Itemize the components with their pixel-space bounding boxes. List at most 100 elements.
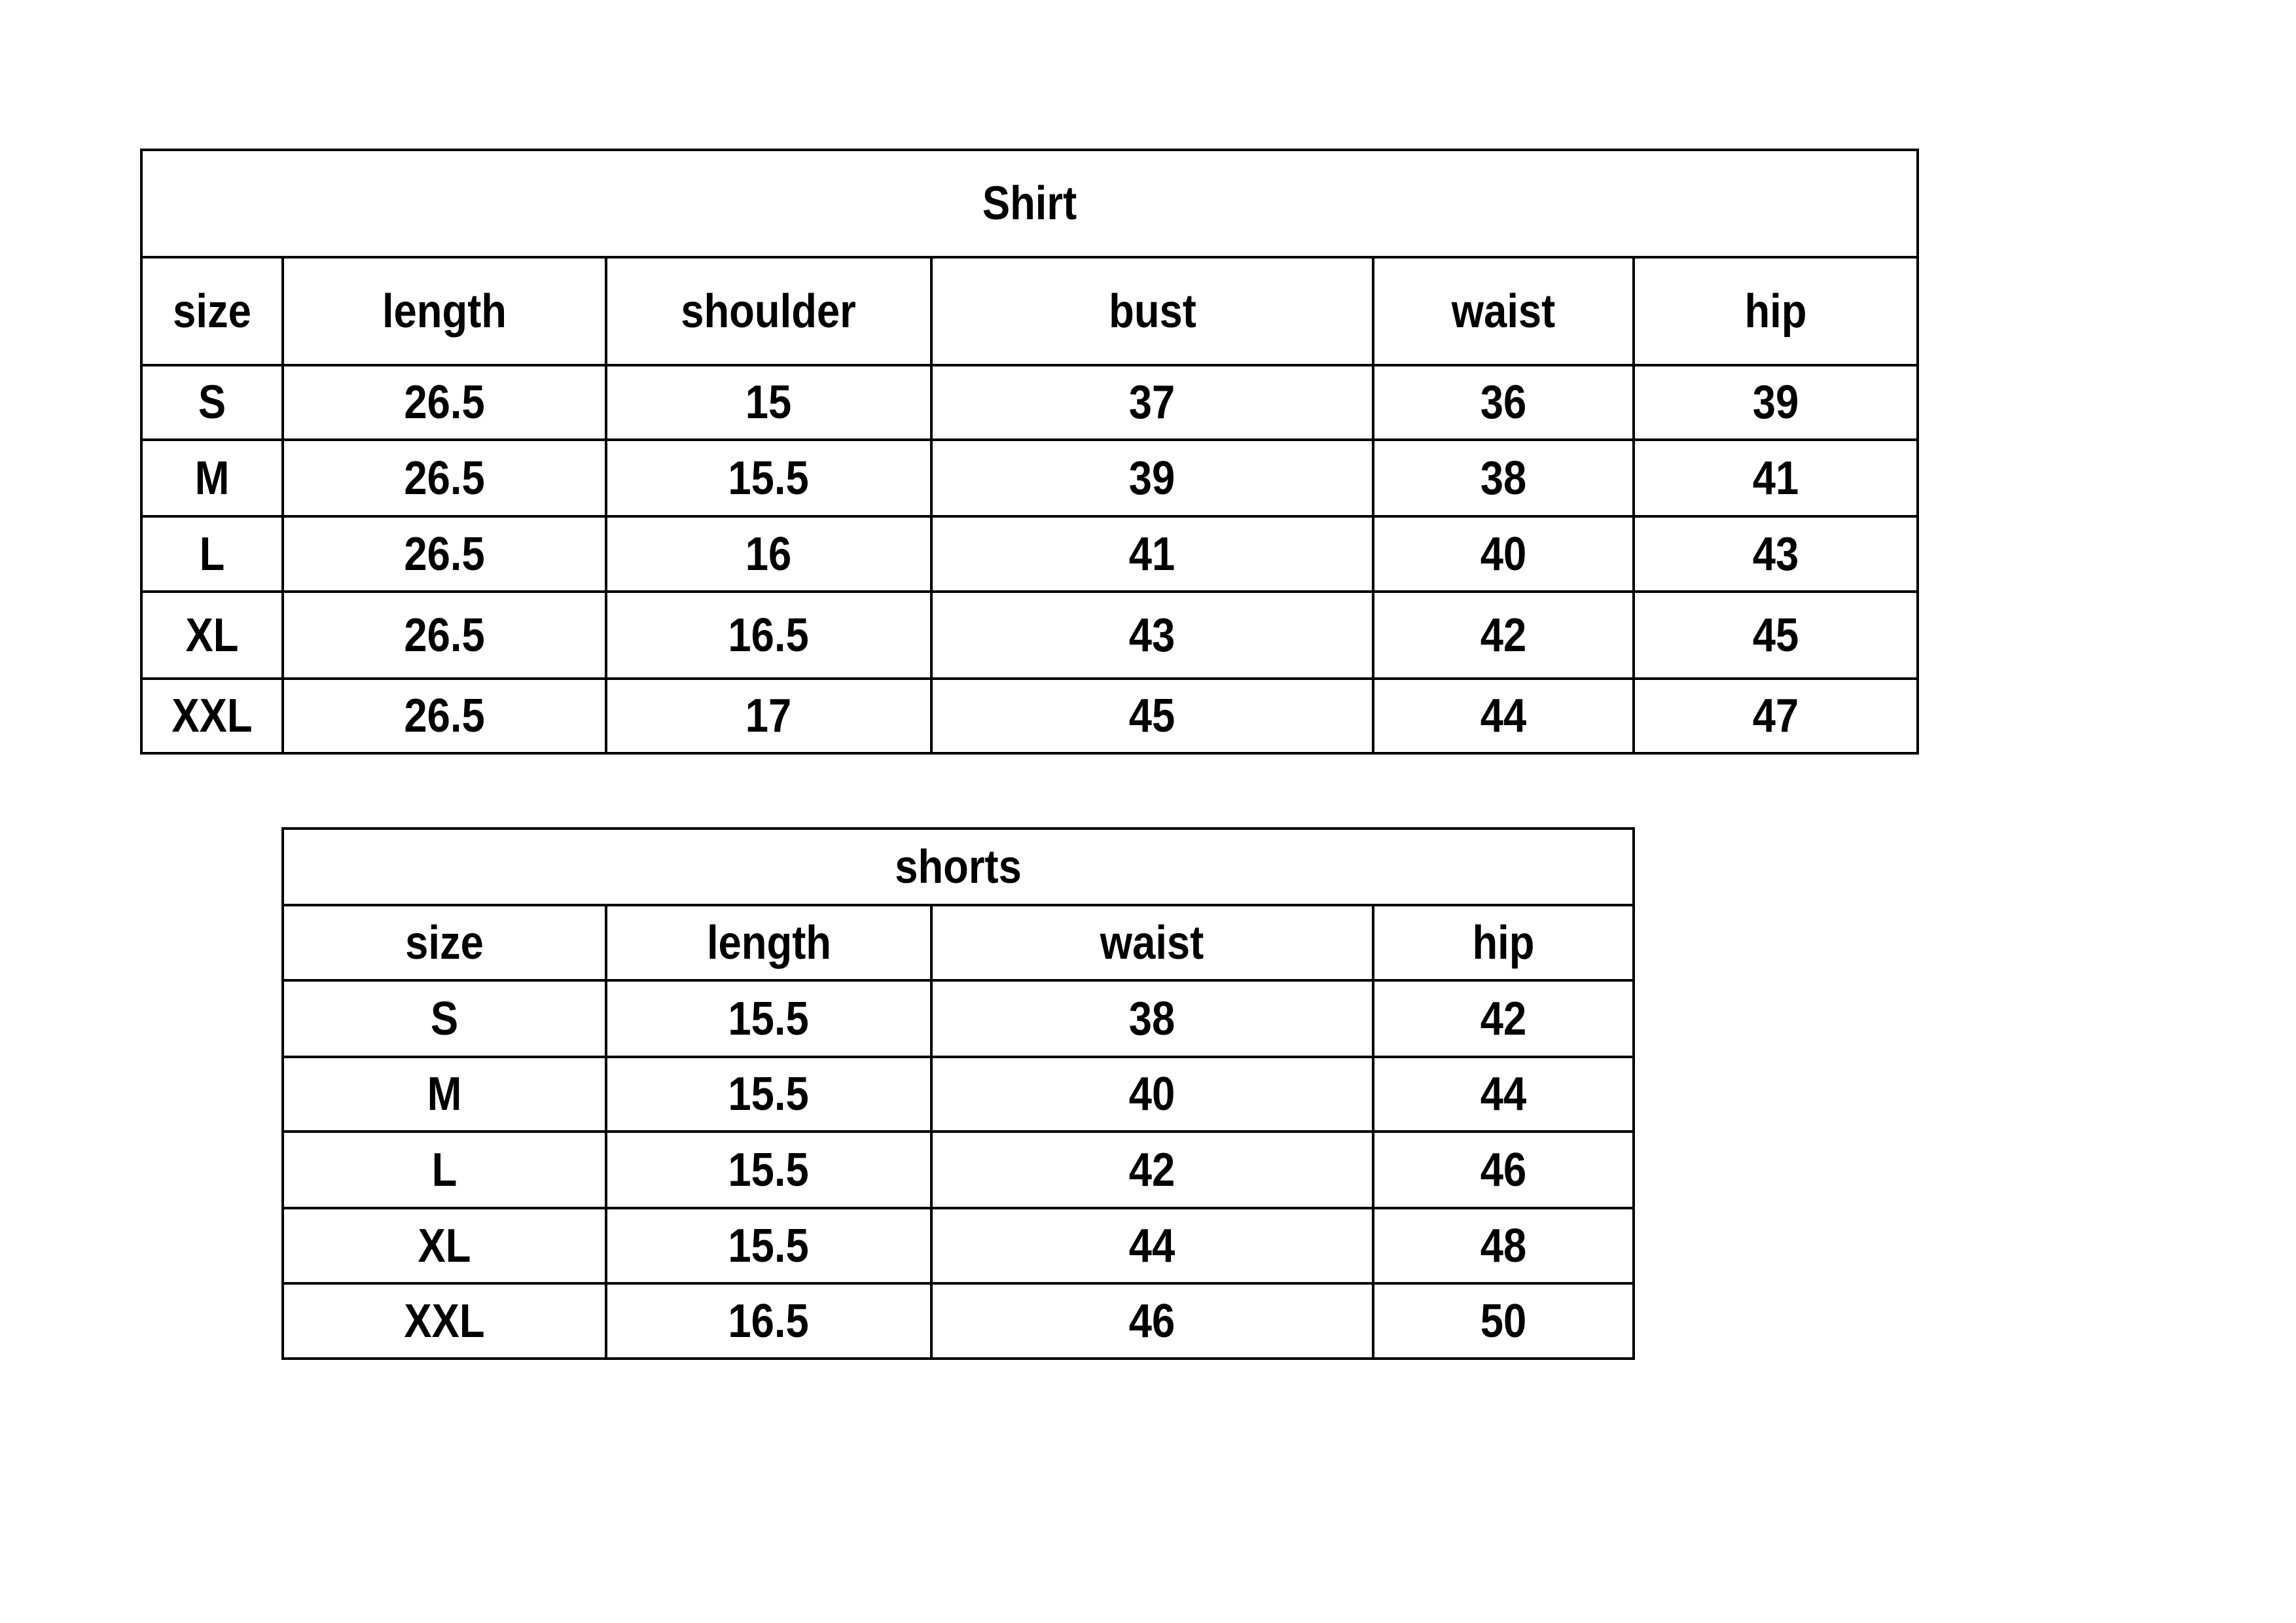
table-cell: 26.5	[281, 677, 607, 755]
table-cell: S	[140, 364, 284, 441]
table-cell: 15.5	[605, 1130, 933, 1209]
table-cell: 42	[1371, 979, 1636, 1058]
table-cell: 41	[1632, 438, 1920, 518]
table-cell-text: 15.5	[728, 992, 810, 1045]
table-cell-text: 17	[745, 690, 792, 742]
table-cell: 41	[930, 515, 1374, 593]
table-cell: 26.5	[281, 438, 607, 518]
table-cell-text: 26.5	[404, 690, 485, 742]
table-row: L 26.5 16 41 40 43	[140, 515, 1920, 593]
table-cell: 40	[1372, 515, 1635, 593]
table-cell-text: 15.5	[728, 1143, 810, 1196]
table-cell-text: 42	[1480, 609, 1527, 662]
column-header: bust	[930, 256, 1374, 366]
table-cell-text: 46	[1480, 1143, 1527, 1196]
column-header-text: size	[173, 285, 251, 338]
table-row: M 15.5 40 44	[281, 1056, 1636, 1133]
table-cell: 15	[605, 364, 933, 441]
table-cell: 44	[1372, 677, 1635, 755]
table-cell-text: 26.5	[404, 527, 485, 580]
table-title-text: shorts	[895, 840, 1022, 893]
table-cell: 16.5	[605, 590, 933, 680]
table-cell-text: 44	[1480, 690, 1527, 742]
table-cell-text: 47	[1752, 690, 1799, 742]
table-cell-text: 43	[1129, 609, 1175, 662]
table-cell-text: 50	[1480, 1294, 1527, 1347]
column-header-text: length	[706, 916, 831, 969]
table-cell: 44	[1371, 1056, 1636, 1133]
table-cell-text: 40	[1129, 1068, 1175, 1120]
table-cell: 40	[930, 1056, 1374, 1133]
table-row: M 26.5 15.5 39 38 41	[140, 438, 1920, 518]
table-row: XXL 16.5 46 50	[281, 1282, 1636, 1360]
table-cell: 43	[1632, 515, 1920, 593]
table-cell: 39	[1632, 364, 1920, 441]
column-header: waist	[1372, 256, 1635, 366]
column-header: hip	[1632, 256, 1920, 366]
table-header-row: size length shoulder bust waist hip	[140, 256, 1920, 366]
table-cell: 44	[930, 1207, 1374, 1285]
table-cell: 15.5	[605, 438, 933, 518]
table-cell-text: 41	[1752, 452, 1799, 505]
table-cell: 48	[1371, 1207, 1636, 1285]
column-header: hip	[1371, 904, 1636, 982]
table-header-row: size length waist hip	[281, 904, 1636, 982]
table-cell: 37	[930, 364, 1374, 441]
table-cell: 45	[1632, 590, 1920, 680]
table-cell: M	[281, 1056, 607, 1133]
column-header: size	[140, 256, 284, 366]
table-title-row: shorts	[281, 827, 1636, 906]
table-cell: 50	[1371, 1282, 1636, 1360]
table-cell-text: 15.5	[728, 452, 810, 505]
table-cell-text: XXL	[171, 690, 253, 742]
table-title: Shirt	[139, 149, 1920, 259]
table-cell: 36	[1372, 364, 1635, 441]
table-cell-text: 38	[1129, 992, 1175, 1045]
table-cell-text: 39	[1129, 452, 1175, 505]
column-header: shoulder	[605, 256, 933, 366]
table-row: XL 26.5 16.5 43 42 45	[140, 590, 1920, 680]
column-header: size	[281, 904, 607, 982]
table-cell-text: 15.5	[728, 1219, 810, 1272]
table-cell-text: 45	[1752, 609, 1799, 662]
column-header-text: bust	[1108, 285, 1196, 338]
table-cell-text: XL	[185, 609, 239, 662]
table-cell: 26.5	[281, 590, 607, 680]
table-cell: S	[281, 979, 607, 1058]
table-cell-text: XL	[418, 1219, 471, 1272]
table-cell-text: M	[194, 452, 230, 505]
table-cell: 15.5	[605, 979, 933, 1058]
table-cell-text: 16.5	[728, 1294, 810, 1347]
table-cell-text: 48	[1480, 1219, 1527, 1272]
table-cell: 38	[1372, 438, 1635, 518]
table-row: XL 15.5 44 48	[281, 1207, 1636, 1285]
table-title-text: Shirt	[982, 177, 1077, 230]
column-header-text: size	[405, 916, 484, 969]
table-row: S 15.5 38 42	[281, 979, 1636, 1058]
table-cell: L	[140, 515, 284, 593]
table-cell-text: S	[430, 992, 459, 1045]
table-cell-text: 41	[1129, 527, 1175, 580]
table-title: shorts	[281, 827, 1636, 906]
table-cell: 45	[930, 677, 1374, 755]
table-cell-text: 15	[745, 376, 792, 429]
table-cell: 38	[930, 979, 1374, 1058]
table-cell-text: L	[431, 1143, 457, 1196]
table-cell-text: 15.5	[728, 1068, 810, 1120]
table-cell-text: 44	[1129, 1219, 1175, 1272]
table-cell: L	[281, 1130, 607, 1209]
table-cell-text: L	[199, 527, 225, 580]
table-cell: 46	[1371, 1130, 1636, 1209]
table-cell-text: 45	[1129, 690, 1175, 742]
table-cell: 26.5	[281, 364, 607, 441]
column-header-text: hip	[1472, 916, 1535, 969]
column-header-text: waist	[1451, 285, 1556, 338]
table-cell-text: 40	[1480, 527, 1527, 580]
table-cell-text: 26.5	[404, 609, 485, 662]
shorts-size-table: shorts size length waist hip S 15.5 38 42 M 15.5 40…	[281, 827, 1636, 1360]
column-header: length	[281, 256, 607, 366]
table-title-row: Shirt	[139, 149, 1920, 259]
table-cell-text: 42	[1480, 992, 1527, 1045]
table-cell: 47	[1632, 677, 1920, 755]
table-cell: 26.5	[281, 515, 607, 593]
